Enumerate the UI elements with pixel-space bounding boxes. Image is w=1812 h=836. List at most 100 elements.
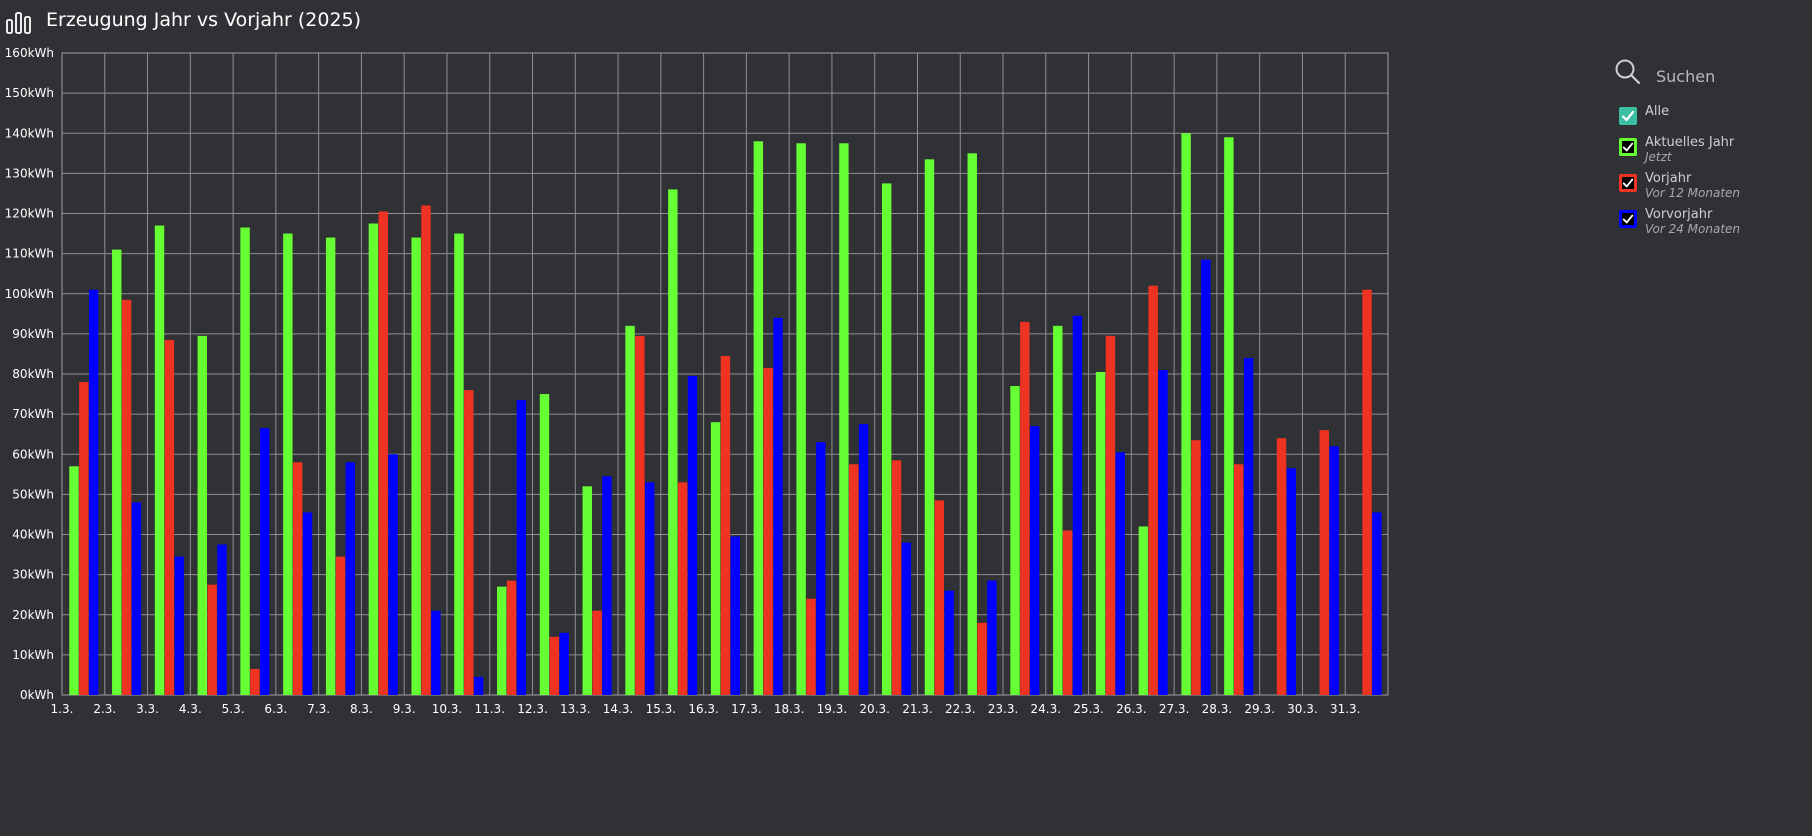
bar[interactable] [240, 227, 250, 695]
search-icon[interactable] [1614, 58, 1642, 86]
bar[interactable] [250, 668, 260, 695]
checkbox-checked-icon[interactable] [1619, 210, 1637, 228]
bar[interactable] [112, 249, 122, 696]
bar[interactable] [710, 422, 721, 695]
bar[interactable] [1191, 440, 1201, 695]
bar[interactable] [687, 376, 698, 695]
bar[interactable] [1053, 325, 1063, 695]
legend-item-aktuelles-jahr[interactable]: Aktuelles Jahr Jetzt [1619, 135, 1808, 165]
checkbox-checked-icon[interactable] [1619, 174, 1637, 192]
bar[interactable] [1201, 259, 1211, 695]
bar[interactable] [302, 512, 313, 695]
bar[interactable] [1329, 446, 1339, 695]
bar[interactable] [582, 486, 592, 695]
bar[interactable] [967, 153, 977, 695]
bar[interactable] [858, 424, 869, 695]
legend-item-all[interactable]: Alle [1619, 104, 1808, 125]
bar[interactable] [668, 189, 678, 696]
bar[interactable] [1072, 315, 1083, 695]
bar[interactable] [924, 159, 935, 696]
bar[interactable] [625, 325, 635, 695]
bar[interactable] [1286, 468, 1297, 695]
bar[interactable] [207, 584, 217, 695]
bar[interactable] [645, 482, 655, 695]
bar[interactable] [411, 237, 421, 695]
bar[interactable] [1029, 426, 1040, 695]
bar[interactable] [1234, 464, 1244, 695]
bar[interactable] [720, 355, 731, 695]
bar[interactable] [849, 464, 859, 695]
bar[interactable] [891, 460, 902, 695]
bar[interactable] [549, 636, 560, 695]
checkbox-checked-icon[interactable] [1619, 107, 1637, 125]
bar[interactable] [217, 544, 227, 695]
bar[interactable] [154, 225, 165, 695]
bar[interactable] [796, 143, 806, 695]
search-input[interactable] [1654, 62, 1808, 90]
checkbox-checked-icon[interactable] [1619, 138, 1637, 156]
bar[interactable] [635, 335, 645, 695]
bar[interactable] [473, 676, 484, 695]
bar[interactable] [131, 502, 142, 695]
bar[interactable] [1362, 289, 1372, 695]
bar[interactable] [292, 462, 303, 695]
bar[interactable] [592, 610, 602, 695]
bar[interactable] [881, 183, 892, 695]
bar[interactable] [839, 143, 849, 695]
bar[interactable] [506, 580, 517, 695]
bar[interactable] [730, 536, 740, 695]
bar[interactable] [174, 556, 184, 695]
bar[interactable] [197, 335, 208, 695]
bar[interactable] [325, 237, 336, 695]
bar[interactable] [559, 632, 569, 695]
bar[interactable] [378, 211, 388, 695]
legend-item-vorvorjahr[interactable]: Vorvorjahr Vor 24 Monaten [1619, 207, 1808, 237]
bar[interactable] [388, 454, 398, 695]
bar[interactable] [1020, 321, 1030, 695]
bar[interactable] [1319, 430, 1329, 695]
bar[interactable] [1095, 371, 1106, 695]
bar[interactable] [345, 462, 356, 695]
bar[interactable] [1243, 357, 1254, 695]
bar[interactable] [816, 442, 826, 695]
bar[interactable] [806, 598, 816, 695]
bar[interactable] [901, 542, 912, 695]
bar[interactable] [88, 289, 99, 695]
legend-item-vorjahr[interactable]: Vorjahr Vor 12 Monaten [1619, 171, 1808, 201]
bar[interactable] [1372, 512, 1382, 695]
bar[interactable] [1158, 369, 1168, 695]
bar[interactable] [1224, 137, 1234, 695]
bar[interactable] [69, 466, 79, 695]
bar[interactable] [1138, 526, 1149, 695]
bar[interactable] [1276, 438, 1287, 695]
bar[interactable] [79, 382, 89, 695]
bar[interactable] [1181, 133, 1191, 695]
bar[interactable] [283, 233, 293, 695]
bar[interactable] [260, 428, 270, 695]
bar[interactable] [454, 233, 464, 695]
bar[interactable] [539, 394, 550, 695]
bar[interactable] [431, 610, 441, 695]
bar[interactable] [335, 556, 346, 695]
bar[interactable] [934, 500, 945, 695]
bar[interactable] [944, 590, 954, 695]
bar[interactable] [763, 367, 773, 695]
bar[interactable] [1010, 386, 1020, 695]
bar[interactable] [602, 476, 612, 695]
bar[interactable] [368, 223, 379, 695]
bar[interactable] [421, 205, 431, 695]
bar[interactable] [1148, 285, 1158, 695]
bar[interactable] [1105, 335, 1116, 695]
bar[interactable] [164, 339, 175, 695]
bar[interactable] [1115, 452, 1125, 695]
bar[interactable] [677, 482, 688, 695]
bar[interactable] [977, 622, 987, 695]
bar[interactable] [753, 141, 764, 695]
bar[interactable] [497, 586, 507, 695]
bar[interactable] [121, 299, 132, 695]
bar[interactable] [464, 390, 474, 695]
bar[interactable] [773, 317, 783, 695]
bar[interactable] [1062, 530, 1073, 695]
bar[interactable] [516, 400, 527, 695]
bar[interactable] [987, 580, 997, 695]
